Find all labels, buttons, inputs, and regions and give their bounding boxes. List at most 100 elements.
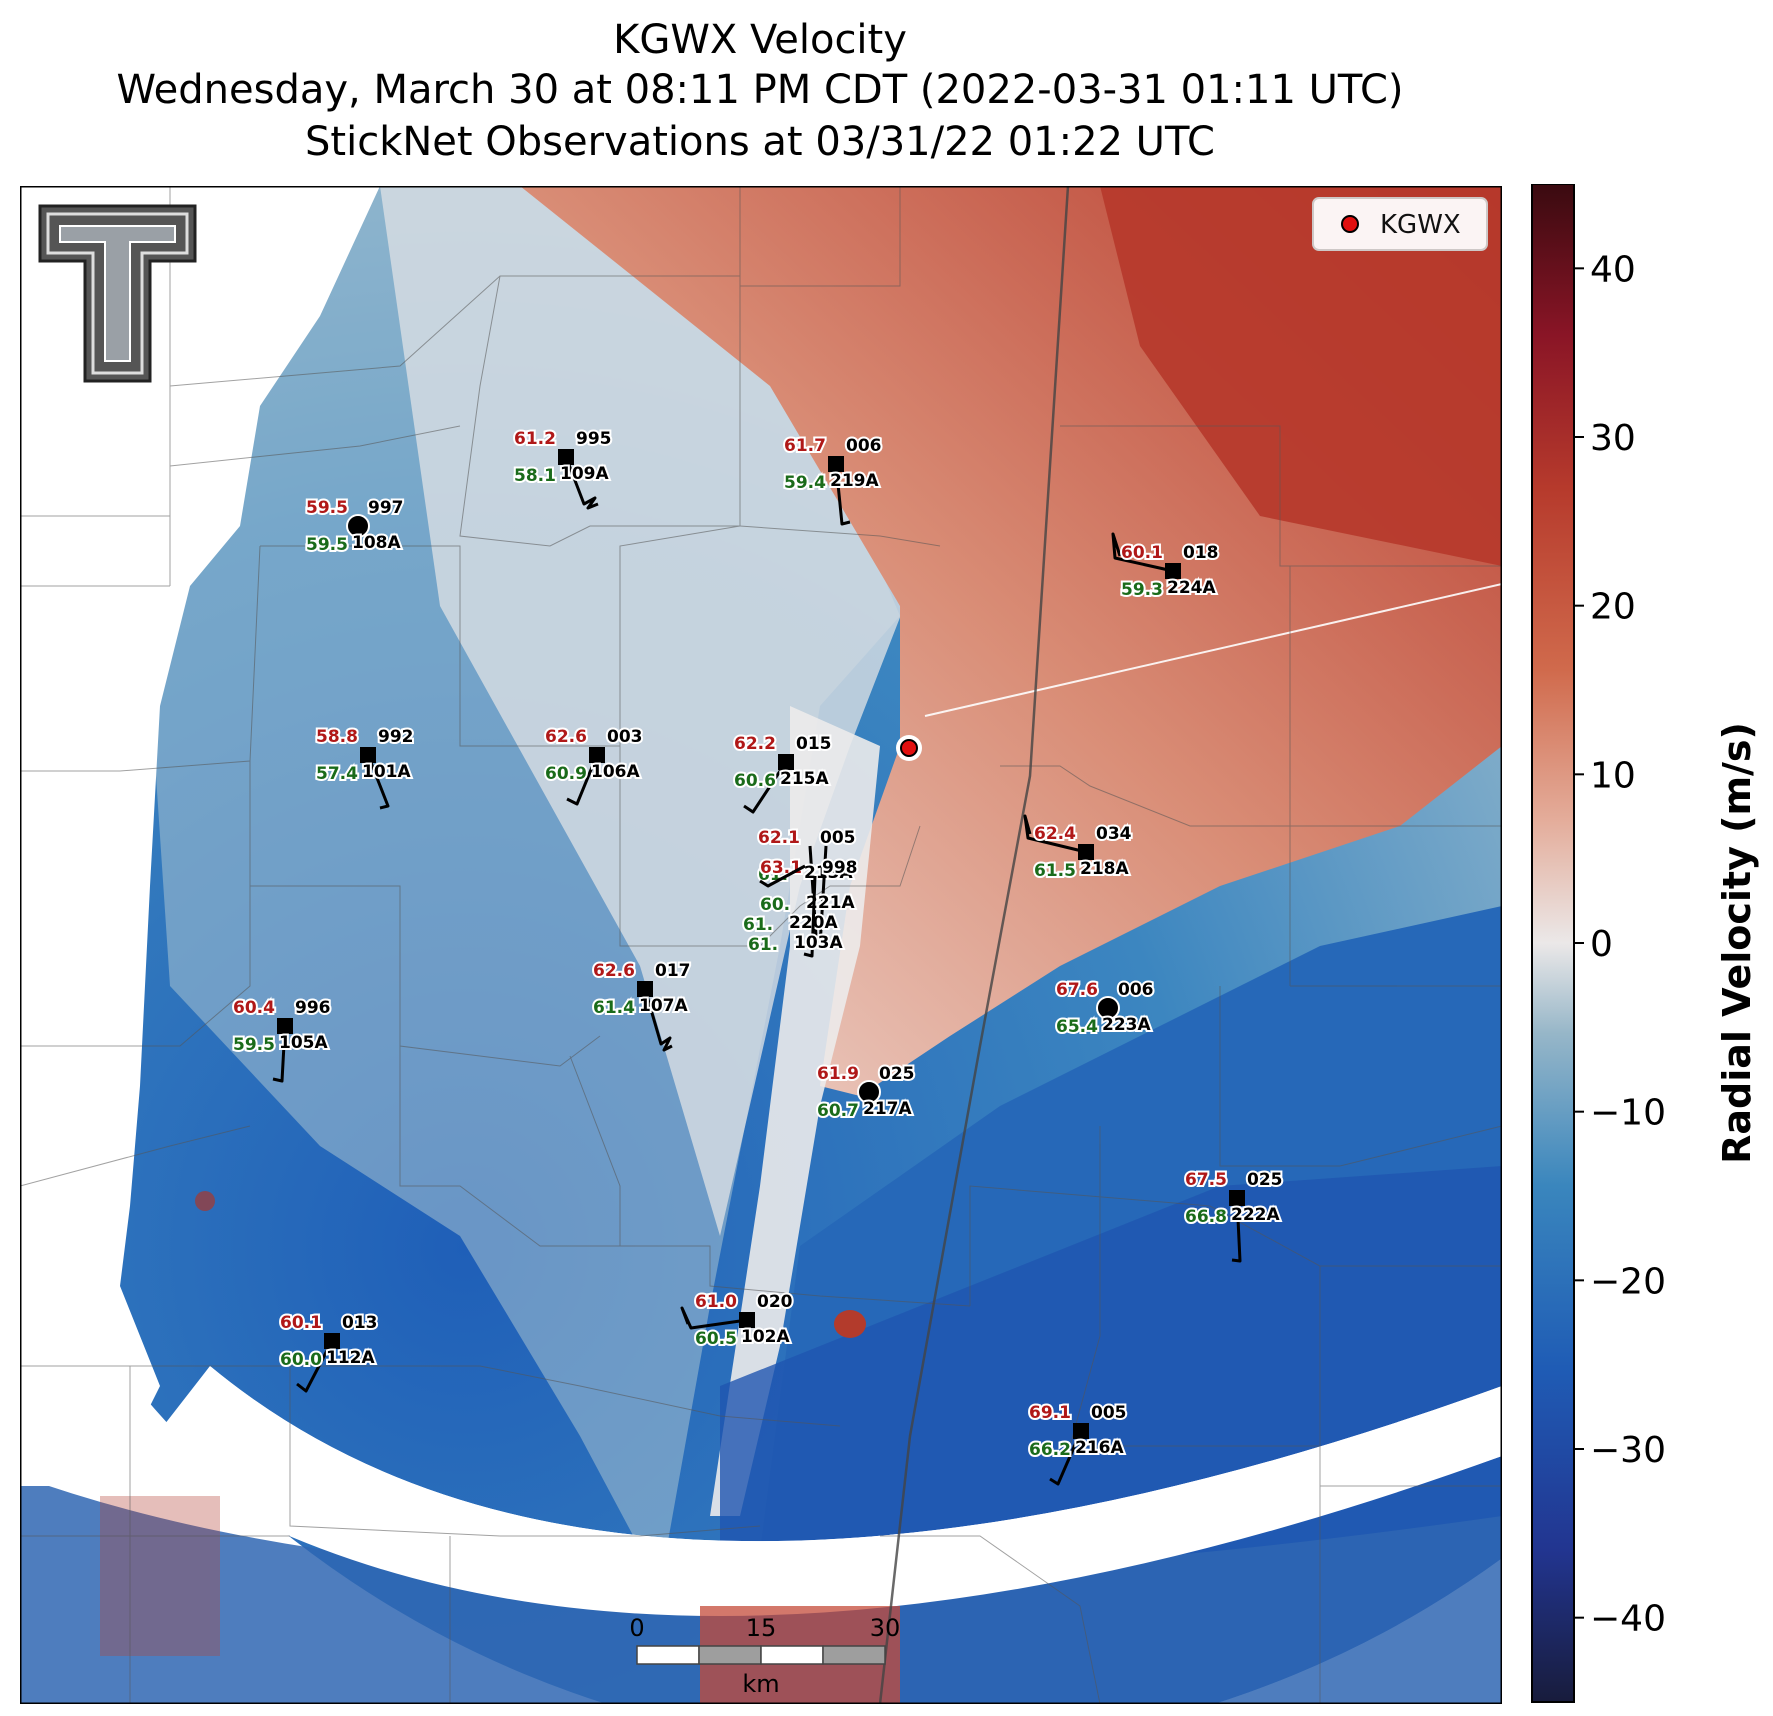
station-temperature: 61.7 <box>784 436 826 456</box>
radar-site-marker[interactable] <box>900 739 918 757</box>
station-temperature: 61.2 <box>514 429 556 449</box>
map-title: KGWX Velocity <box>613 17 907 63</box>
station-marker <box>1073 1423 1089 1439</box>
station-marker <box>1229 1190 1245 1206</box>
station-dewpoint: 61. <box>748 935 778 955</box>
wind-barb <box>643 988 673 1052</box>
wind-barb <box>564 456 599 510</box>
scale-unit: km <box>742 1670 779 1698</box>
station-216a[interactable]: 69.1 005 66.2 216A <box>1027 1401 1129 1486</box>
colorbar-tick-label: 0 <box>1590 924 1613 965</box>
station-223a[interactable]: 67.6 006 65.4 223A <box>1054 978 1156 1039</box>
station-pressure: 997 <box>368 498 404 518</box>
station-dewpoint: 60.0 <box>280 1350 322 1370</box>
station-224a[interactable]: 60.1 018 59.3 224A <box>1111 532 1221 602</box>
station-id: 216A <box>1075 1438 1124 1458</box>
station-pressure: 025 <box>1247 1170 1283 1190</box>
station-dewpoint: 60.6 <box>734 771 776 791</box>
station-temperature: 62.6 <box>545 727 587 747</box>
colorbar-tick-label: −40 <box>1590 1599 1666 1640</box>
station-temperature: 67.6 <box>1056 980 1098 1000</box>
wind-barb <box>743 761 788 814</box>
station-temperature: 62.4 <box>1034 824 1076 844</box>
station-id: 219A <box>830 471 879 491</box>
station-dewpoint: 61. <box>743 915 773 935</box>
station-106a[interactable]: 62.6 003 60.9 106A <box>543 725 645 806</box>
colorbar: 40 30 20 10 0 −10 −20 −30 −40 Radial Velocity (m… <box>1531 184 1759 1703</box>
wind-barb <box>272 1025 287 1083</box>
station-pressure: 020 <box>757 1292 793 1312</box>
station-pressure: 017 <box>655 961 691 981</box>
station-dewpoint: 60.9 <box>545 764 587 784</box>
colorbar-tick-label: 30 <box>1590 418 1636 459</box>
station-222a[interactable]: 67.5 025 66.8 222A <box>1183 1168 1285 1263</box>
station-marker <box>558 449 574 465</box>
station-temperature: 62.6 <box>593 961 635 981</box>
station-dewpoint: 60.7 <box>817 1101 859 1121</box>
station-temperature: 60.1 <box>280 1313 322 1333</box>
station-temperature: 59.5 <box>306 498 348 518</box>
county-boundaries <box>20 186 1502 1704</box>
station-112a[interactable]: 60.1 013 60.0 112A <box>278 1311 380 1393</box>
station-pressure: 006 <box>846 436 882 456</box>
station-101a[interactable]: 58.8 992 57.4 101A <box>314 725 416 810</box>
station-219a[interactable]: 61.7 006 59.4 219A <box>782 434 884 526</box>
station-108a[interactable]: 59.5 997 59.5 108A <box>304 496 406 557</box>
station-id: 217A <box>863 1099 912 1119</box>
station-id: 103A <box>794 933 843 953</box>
station-id: 215A <box>780 769 829 789</box>
station-dewpoint: 57.4 <box>316 764 358 784</box>
station-dewpoint: 59.4 <box>784 473 826 493</box>
state-line <box>878 186 1070 1704</box>
wind-barb <box>818 845 829 948</box>
station-id: 223A <box>1102 1015 1151 1035</box>
station-218a[interactable]: 62.4 034 61.5 218A <box>1023 814 1134 883</box>
radar-map[interactable]: KGWX 61.2 995 58.1 109A 61.7 006 59.4 219A 59.5 9… <box>20 186 1502 1704</box>
map-legend: KGWX <box>1312 197 1488 251</box>
station-109a[interactable]: 61.2 995 58.1 109A <box>512 427 614 510</box>
station-dewpoint: 66.2 <box>1029 1440 1071 1460</box>
station-calm-marker <box>857 1080 881 1104</box>
station-marker <box>360 747 376 763</box>
station-pressure: 005 <box>1091 1403 1127 1423</box>
station-107a[interactable]: 62.6 017 61.4 107A <box>591 959 693 1052</box>
station-marker <box>277 1018 293 1034</box>
legend-label: KGWX <box>1380 210 1461 240</box>
texas-tech-logo <box>38 204 197 383</box>
station-102a[interactable]: 61.0 020 60.5 102A <box>680 1290 795 1351</box>
wind-barb <box>803 875 817 958</box>
station-dewpoint: 61.5 <box>1034 861 1076 881</box>
station-calm-marker <box>1096 996 1120 1020</box>
station-marker <box>778 754 794 770</box>
colorbar-gradient <box>1531 184 1575 1703</box>
station-220a[interactable]: 61. 220A <box>741 864 840 937</box>
station-pressure: 006 <box>1118 980 1154 1000</box>
station-217a[interactable]: 61.9 025 60.7 217A <box>815 1062 917 1123</box>
wind-barb <box>834 463 851 526</box>
station-marker <box>1078 844 1094 860</box>
wind-barb <box>1049 1430 1083 1486</box>
station-temperature: 69.1 <box>1029 1403 1071 1423</box>
station-dewpoint: 60. <box>760 895 790 915</box>
station-temperature: 67.5 <box>1185 1170 1227 1190</box>
station-215a[interactable]: 62.2 015 60.6 215A <box>732 732 834 814</box>
map-subtitle-obs: StickNet Observations at 03/31/22 01:22 … <box>305 119 1215 165</box>
station-calm-marker <box>346 514 370 538</box>
wind-barb <box>759 864 806 888</box>
station-id: 112A <box>326 1348 375 1368</box>
scale-tick-15: 15 <box>746 1614 777 1642</box>
station-marker <box>637 981 653 997</box>
station-temperature: 62.1 <box>758 828 800 848</box>
station-temperature: 58.8 <box>316 727 358 747</box>
station-pressure: 013 <box>342 1313 378 1333</box>
colorbar-tick-label: −20 <box>1590 1261 1666 1302</box>
station-105a[interactable]: 60.4 996 59.5 105A <box>231 996 333 1083</box>
wind-barb <box>366 754 390 810</box>
station-pressure: 998 <box>822 858 858 878</box>
station-temperature: 60.4 <box>233 998 275 1018</box>
station-103a[interactable]: 61. 103A <box>746 875 845 958</box>
legend-marker <box>1341 215 1359 233</box>
station-marker <box>589 747 605 763</box>
colorbar-ticks: 40 30 20 10 0 −10 −20 −30 −40 <box>1574 249 1666 1640</box>
